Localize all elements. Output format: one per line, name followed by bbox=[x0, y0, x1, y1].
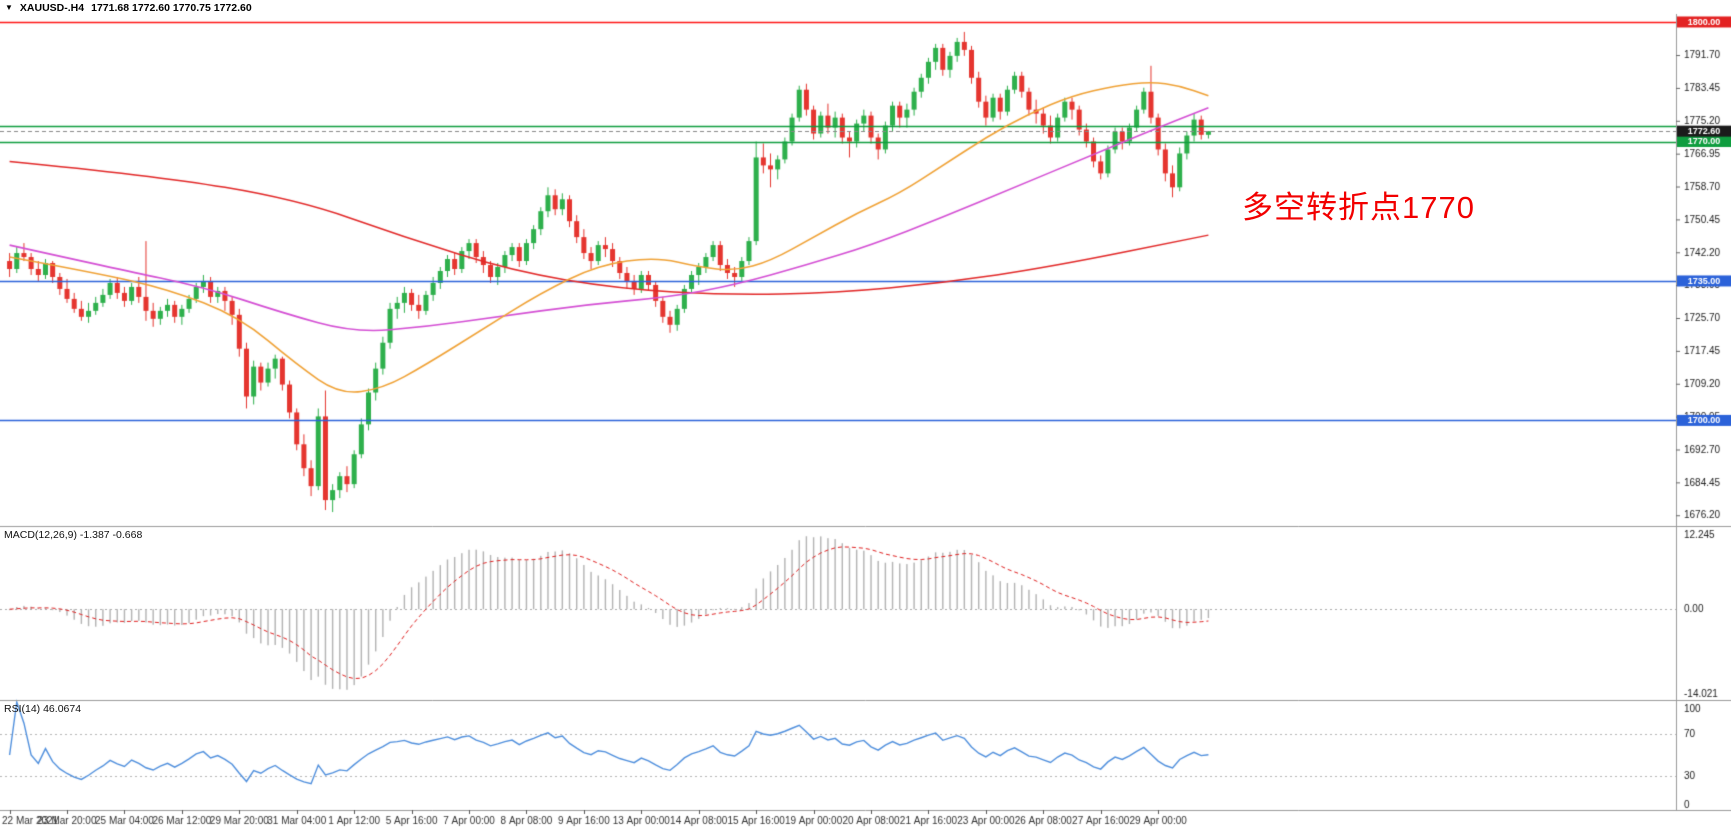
ohlc-values: 1771.68 1772.60 1770.75 1772.60 bbox=[91, 1, 252, 14]
chart-annotation-text[interactable]: 多空转折点1770 bbox=[1242, 190, 1475, 225]
symbol-timeframe-label: XAUUSD-.H4 bbox=[19, 1, 85, 14]
macd-indicator-label: MACD(12,26,9) -1.387 -0.668 bbox=[4, 529, 143, 541]
rsi-indicator-label: RSI(14) 46.0674 bbox=[4, 703, 82, 715]
chart-title-bar: ▼ XAUUSD-.H4 1771.68 1772.60 1770.75 177… bbox=[0, 0, 252, 15]
symbol-dropdown-icon[interactable]: ▼ bbox=[5, 2, 13, 12]
